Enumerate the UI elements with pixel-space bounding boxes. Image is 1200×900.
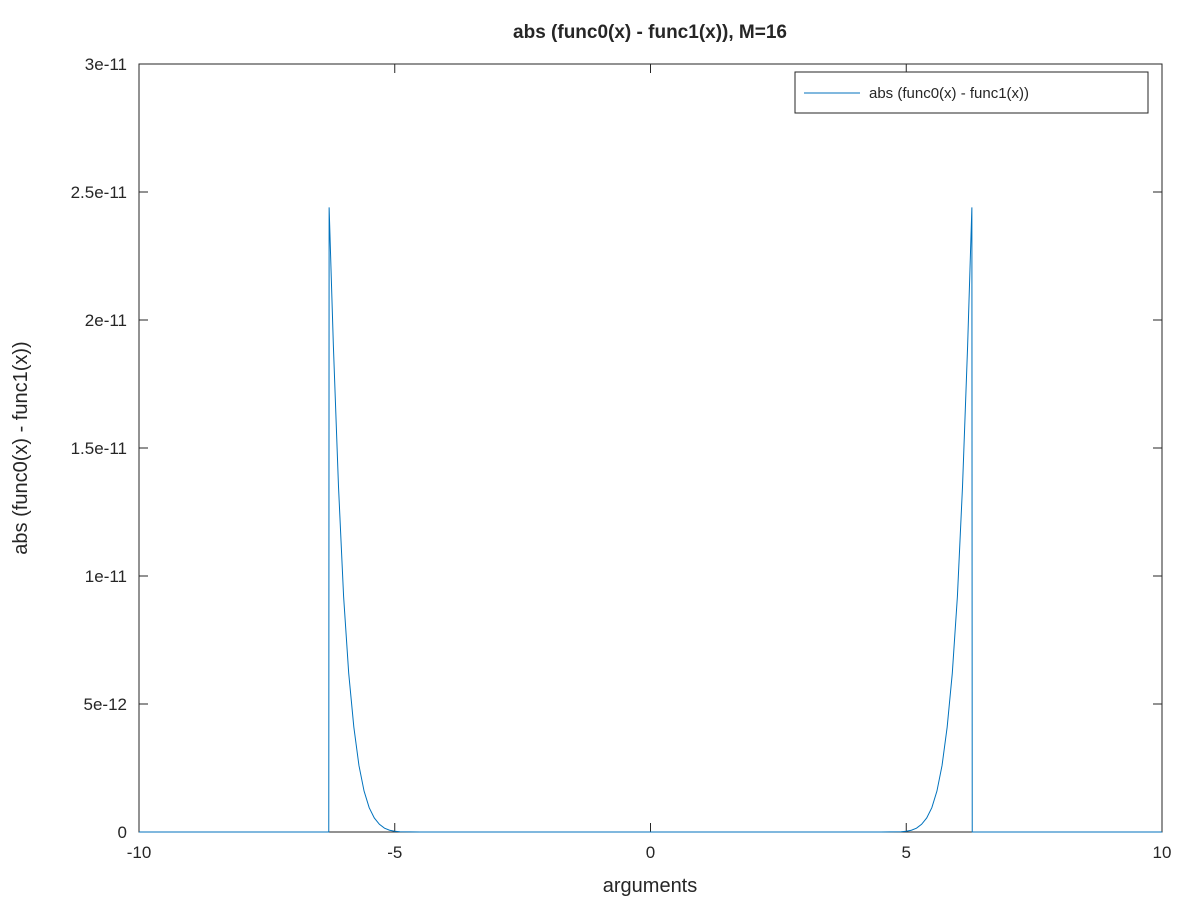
x-tick-label: 0 (646, 843, 655, 862)
x-tick-label: -10 (127, 843, 152, 862)
legend-label: abs (func0(x) - func1(x)) (869, 85, 1029, 102)
legend: abs (func0(x) - func1(x)) (794, 71, 1149, 114)
plot-area (138, 63, 1163, 833)
y-tick-label: 3e-11 (85, 55, 127, 74)
x-tick-label: 10 (1153, 843, 1172, 862)
ticks-layer: -10 -5 0 5 10 0 5e-12 1e-11 1.5e-11 2e-11 2.5e-11 3… (71, 55, 1172, 862)
y-tick-label: 0 (118, 823, 127, 842)
y-tick-label: 2e-11 (85, 311, 127, 330)
series-line (139, 207, 1162, 833)
x-tick-label: 5 (902, 843, 911, 862)
y-tick-label: 2.5e-11 (71, 183, 127, 202)
x-tick-label: -5 (387, 843, 402, 862)
chart-title: abs (func0(x) - func1(x)), M=16 (513, 22, 787, 43)
y-axis-label: abs (func0(x) - func1(x)) (10, 341, 32, 554)
series-layer (139, 207, 1162, 833)
y-tick-label: 1.5e-11 (71, 439, 127, 458)
y-tick-label: 1e-11 (85, 567, 127, 586)
y-tick-label: 5e-12 (84, 695, 127, 714)
x-axis-label: arguments (603, 875, 698, 897)
